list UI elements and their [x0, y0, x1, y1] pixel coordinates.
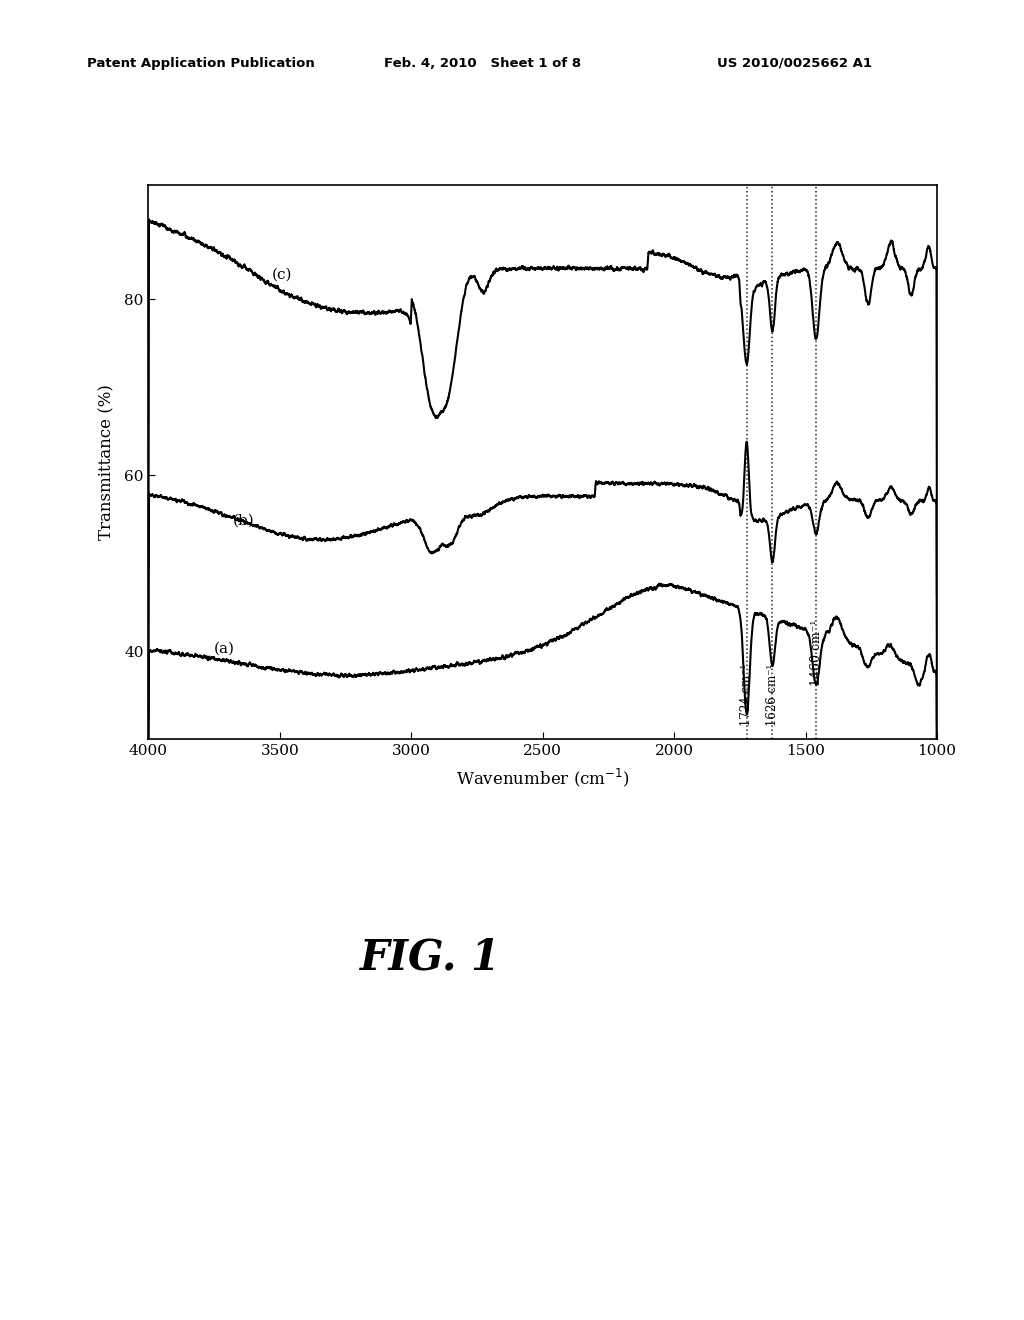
Text: 1724 cm⁻¹: 1724 cm⁻¹	[740, 664, 754, 726]
Text: Patent Application Publication: Patent Application Publication	[87, 57, 314, 70]
Text: US 2010/0025662 A1: US 2010/0025662 A1	[717, 57, 871, 70]
Y-axis label: Transmittance (%): Transmittance (%)	[98, 384, 116, 540]
Text: 1626 cm⁻¹: 1626 cm⁻¹	[766, 664, 779, 726]
Text: (b): (b)	[232, 513, 254, 528]
X-axis label: Wavenumber (cm$^{-1}$): Wavenumber (cm$^{-1}$)	[456, 767, 630, 789]
Text: Feb. 4, 2010   Sheet 1 of 8: Feb. 4, 2010 Sheet 1 of 8	[384, 57, 582, 70]
Text: (c): (c)	[272, 268, 293, 281]
Text: (a): (a)	[214, 642, 236, 656]
Text: 1460 cm⁻¹: 1460 cm⁻¹	[810, 620, 822, 686]
Text: FIG. 1: FIG. 1	[359, 936, 501, 978]
